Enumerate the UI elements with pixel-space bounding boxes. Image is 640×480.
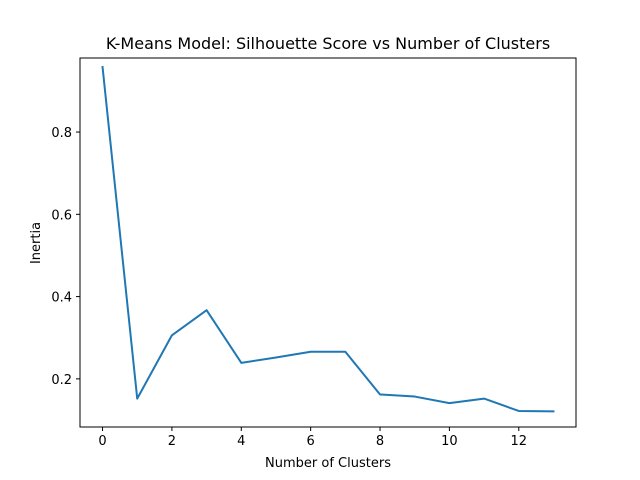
y-axis-label: Inertia [29,222,44,264]
x-tick-label: 12 [510,434,527,449]
x-tick-label: 4 [237,434,245,449]
x-tick-label: 6 [307,434,315,449]
x-tick-label: 10 [441,434,458,449]
y-tick-label: 0.4 [51,291,72,306]
y-tick-label: 0.6 [51,208,72,223]
x-axis: 0 2 4 6 8 10 12 [98,427,527,449]
x-axis-label: Number of Clusters [265,456,391,471]
plot-area [101,65,555,413]
chart-title: K-Means Model: Silhouette Score vs Numbe… [106,34,550,53]
y-axis: 0.2 0.4 0.6 0.8 [51,126,80,388]
y-tick-label: 0.2 [51,373,72,388]
y-tick-label: 0.8 [51,126,72,141]
x-tick-label: 0 [98,434,106,449]
series-line [101,65,555,413]
plot-frame [79,57,577,428]
x-tick-label: 8 [376,434,384,449]
x-tick-label: 2 [168,434,176,449]
